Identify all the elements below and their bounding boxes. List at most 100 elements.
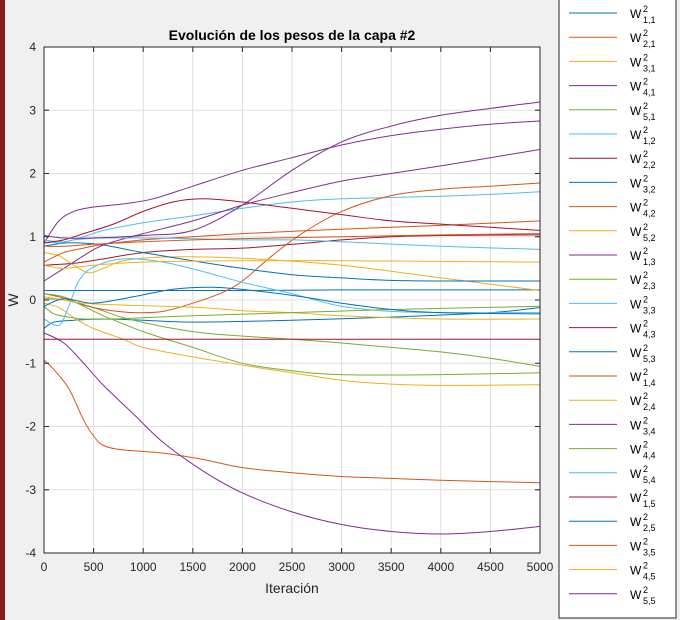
- legend-item-w2-1-3[interactable]: W 21,3: [569, 246, 656, 267]
- series-line-w2-1-5: [43, 198, 541, 244]
- legend-label-name: W: [630, 55, 642, 69]
- legend-label-name: W: [630, 297, 642, 311]
- y-axis-label: W: [5, 293, 21, 307]
- legend-label-sub: 5,3: [643, 354, 656, 364]
- legend-label-sub: 3,2: [643, 184, 656, 194]
- legend-item-w2-4-2[interactable]: W 24,2: [569, 198, 656, 219]
- series-line-w2-2-5: [43, 286, 541, 315]
- legend-label-sub: 4,5: [643, 572, 656, 582]
- legend-item-w2-4-1[interactable]: W 24,1: [569, 77, 656, 98]
- legend-box: [558, 0, 677, 619]
- legend-label-sup: 2: [643, 512, 648, 522]
- series-line-w2-1-1: [43, 307, 541, 329]
- legend-label-name: W: [630, 370, 642, 384]
- window-edge: [0, 0, 5, 620]
- legend-item-w2-1-2[interactable]: W 21,2: [569, 125, 656, 146]
- series-line-w2-5-5: [43, 101, 541, 239]
- legend-item-w2-3-2[interactable]: W 23,2: [569, 173, 656, 194]
- legend-label-sub: 1,2: [643, 136, 656, 146]
- legend-item-w2-1-4[interactable]: W 21,4: [569, 367, 656, 388]
- series-line-w2-2-3: [43, 293, 541, 376]
- legend-label-name: W: [630, 80, 642, 94]
- legend-label-sub: 2,3: [643, 281, 656, 291]
- legend-label-sup: 2: [643, 319, 648, 329]
- legend-label-sup: 2: [643, 367, 648, 377]
- legend-label-sub: 3,1: [643, 63, 656, 73]
- legend-label-sup: 2: [643, 173, 648, 183]
- series-line-w2-2-4: [43, 296, 541, 320]
- x-tick-label: 4500: [477, 560, 504, 574]
- y-tick-label: -2: [25, 420, 36, 434]
- legend-label-sub: 1,5: [643, 499, 656, 509]
- legend-item-w2-5-5[interactable]: W 25,5: [569, 585, 656, 606]
- legend-label-name: W: [630, 418, 642, 432]
- legend-label-sub: 1,4: [643, 378, 656, 388]
- legend-label-name: W: [630, 128, 642, 142]
- legend-label-sub: 3,5: [643, 547, 656, 557]
- legend-item-w2-4-3[interactable]: W 24,3: [569, 319, 656, 340]
- series-line-w2-4-1: [43, 332, 541, 535]
- series-line-w2-5-4: [43, 237, 541, 250]
- x-tick-label: 2000: [229, 560, 256, 574]
- legend-item-w2-5-1[interactable]: W 25,1: [569, 101, 656, 122]
- series-line-w2-1-4: [43, 220, 541, 263]
- legend-item-w2-5-2[interactable]: W 25,2: [569, 222, 656, 243]
- x-tick-label: 1000: [130, 560, 157, 574]
- legend-item-w2-4-4[interactable]: W 24,4: [569, 440, 656, 461]
- legend-label-sup: 2: [643, 488, 648, 498]
- legend-label-sup: 2: [643, 101, 648, 111]
- legend-label-sup: 2: [643, 4, 648, 14]
- legend-item-w2-1-5[interactable]: W 21,5: [569, 488, 656, 509]
- legend-label-name: W: [630, 491, 642, 505]
- legend-label-sub: 2,4: [643, 402, 656, 412]
- legend-label-sub: 4,4: [643, 451, 656, 461]
- legend-item-w2-3-3[interactable]: W 23,3: [569, 294, 656, 315]
- legend-label-name: W: [630, 322, 642, 336]
- y-tick-label: -1: [25, 356, 36, 370]
- legend-item-w2-2-2[interactable]: W 22,2: [569, 149, 656, 170]
- legend-item-w2-2-1[interactable]: W 22,1: [569, 28, 656, 49]
- legend-label-sub: 2,5: [643, 523, 656, 533]
- legend-label-sup: 2: [643, 77, 648, 87]
- legend-label-name: W: [630, 515, 642, 529]
- legend-label-name: W: [630, 225, 642, 239]
- legend-item-w2-2-5[interactable]: W 22,5: [569, 512, 656, 533]
- legend-label-name: W: [630, 539, 642, 553]
- legend[interactable]: W 21,1W 22,1W 23,1W 24,1W 25,1W 21,2W 22,2W 23,2…: [558, 0, 677, 619]
- x-tick-label: 3500: [378, 560, 405, 574]
- legend-label-sup: 2: [643, 391, 648, 401]
- legend-item-w2-2-3[interactable]: W 22,3: [569, 270, 656, 291]
- legend-label-sup: 2: [643, 440, 648, 450]
- legend-item-w2-3-5[interactable]: W 23,5: [569, 536, 656, 557]
- series-line-w2-3-5: [43, 233, 541, 247]
- legend-item-w2-3-1[interactable]: W 23,1: [569, 52, 656, 73]
- legend-label-name: W: [630, 7, 642, 21]
- x-tick-label: 2500: [279, 560, 306, 574]
- legend-label-sup: 2: [643, 585, 648, 595]
- series-line-w2-5-3: [43, 242, 541, 282]
- legend-label-name: W: [630, 394, 642, 408]
- legend-label-sup: 2: [643, 415, 648, 425]
- legend-label-name: W: [630, 443, 642, 457]
- legend-label-sup: 2: [643, 343, 648, 353]
- x-tick-label: 1500: [179, 560, 206, 574]
- legend-item-w2-5-3[interactable]: W 25,3: [569, 343, 656, 364]
- y-tick-label: 4: [29, 40, 36, 54]
- legend-label-sub: 4,3: [643, 330, 656, 340]
- legend-item-w2-1-1[interactable]: W 21,1: [569, 4, 656, 25]
- series-line-w2-2-2: [43, 234, 541, 266]
- legend-label-sup: 2: [643, 270, 648, 280]
- series-line-w2-4-5: [43, 260, 541, 269]
- y-tick-label: -3: [25, 483, 36, 497]
- series-line-w2-4-4: [43, 305, 541, 320]
- legend-item-w2-5-4[interactable]: W 25,4: [569, 464, 656, 485]
- legend-item-w2-2-4[interactable]: W 22,4: [569, 391, 656, 412]
- legend-label-sub: 4,2: [643, 209, 656, 219]
- legend-label-sub: 1,1: [643, 15, 656, 25]
- x-tick-label: 4000: [427, 560, 454, 574]
- legend-item-w2-3-4[interactable]: W 23,4: [569, 415, 656, 436]
- x-tick-label: 5000: [527, 560, 554, 574]
- legend-item-w2-4-5[interactable]: W 24,5: [569, 561, 656, 582]
- legend-label-sub: 2,2: [643, 160, 656, 170]
